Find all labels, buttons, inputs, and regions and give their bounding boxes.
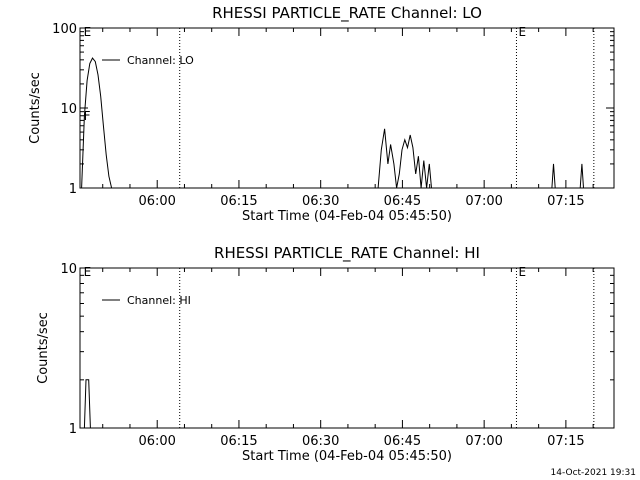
x-tick-label: 06:00 [138,194,175,209]
y-tick-label: 1 [69,422,77,437]
event-marker-label: F [84,109,91,123]
x-tick-label: 06:45 [384,434,421,449]
chart-panels: RHESSI PARTICLE_RATE Channel: LO 1 10 100 06… [28,4,615,464]
series-line-lo [81,57,115,189]
legend-label: Channel: HI [127,294,191,307]
series-line-lo [579,163,584,189]
footer-timestamp: 14-Oct-2021 19:31 [551,468,636,478]
x-axis-label: Start Time (04-Feb-04 05:45:50) [242,209,452,224]
chart-panel-hi: RHESSI PARTICLE_RATE Channel: HI 1 10 06:00… [36,244,615,464]
legend-label: Channel: LO [127,54,194,67]
x-tick-label: 06:30 [302,434,339,449]
x-tick-label: 07:15 [547,194,584,209]
x-tick-label: 07:00 [465,194,502,209]
x-axis-label: Start Time (04-Feb-04 05:45:50) [242,449,452,464]
x-tick-label: 06:15 [220,434,257,449]
y-axis-label: Counts/sec [28,72,43,144]
chart-title: RHESSI PARTICLE_RATE Channel: LO [212,4,482,23]
y-tick-label: 10 [60,262,77,277]
y-axis-label: Counts/sec [36,312,51,384]
x-tick-label: 06:15 [220,194,257,209]
series-line-hi [83,379,91,429]
event-marker-label: E [84,25,92,39]
event-marker-label: E [518,25,526,39]
series-line-lo [551,163,556,189]
x-tick-label: 06:45 [384,194,421,209]
x-tick-label: 07:15 [547,434,584,449]
chart-panel-lo: RHESSI PARTICLE_RATE Channel: LO 1 10 100 06… [28,4,615,224]
x-tick-label: 06:30 [302,194,339,209]
x-tick-label: 06:00 [138,434,175,449]
y-tick-label: 100 [52,22,77,37]
y-tick-label: 1 [69,182,77,197]
series-line-lo [377,128,432,189]
event-marker-label: E [518,265,526,279]
event-marker-label: E [84,265,92,279]
x-tick-label: 07:00 [465,434,502,449]
chart-title: RHESSI PARTICLE_RATE Channel: HI [214,244,480,263]
y-tick-label: 10 [60,102,77,117]
plot-frame [79,267,615,429]
